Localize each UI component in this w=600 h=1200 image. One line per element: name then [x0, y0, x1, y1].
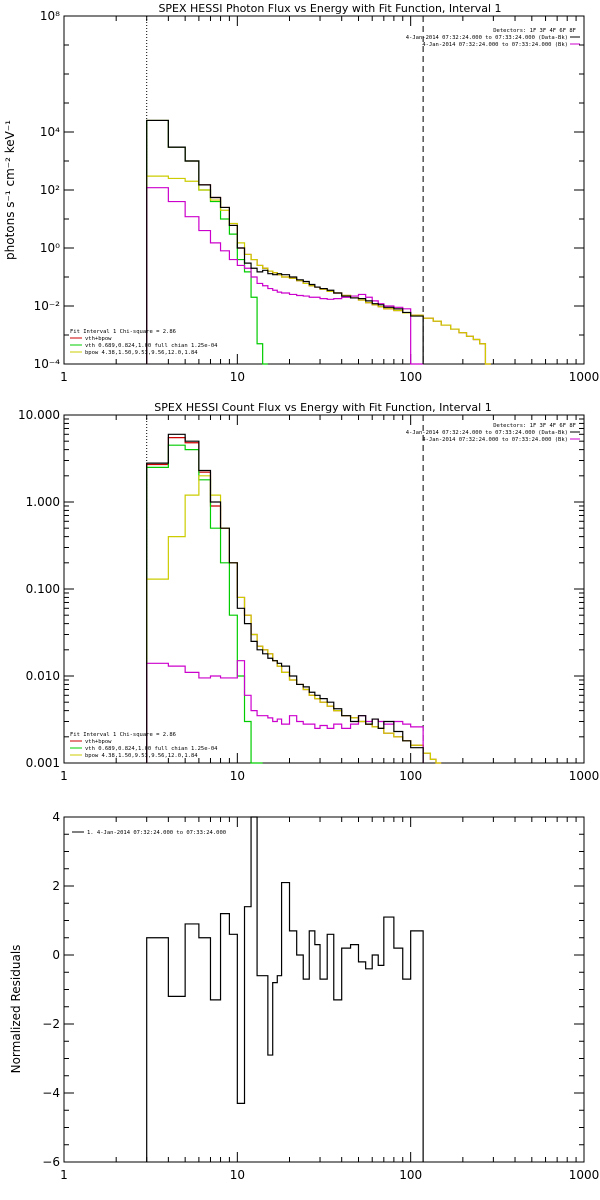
- count-legend-top-right: Detectors: 1F 3F 4F 6F 8F 4-Jan-2014 07:…: [406, 423, 580, 443]
- x-tick-label-1: 10: [230, 769, 245, 783]
- y-tick-label-5: 4: [52, 810, 60, 824]
- photon-legend-bk: 4-Jan-2014 07:32:24.000 to 07:33:24.000 …: [422, 42, 568, 48]
- y-tick-label-5: 10⁸: [40, 9, 60, 23]
- residual-ticks: 1 10 100 1000 −6 −4 −2 0 2 4: [42, 810, 599, 1182]
- count-legend-bk: 4-Jan-2014 07:32:24.000 to 07:33:24.000 …: [422, 437, 568, 443]
- y-tick-label-0: −6: [42, 1155, 60, 1169]
- photon-ticks: 1 10 100 1000 10⁻⁴ 10⁻² 10⁰ 10² 10⁴ 10⁸: [34, 9, 600, 384]
- x-tick-label-0: 1: [60, 370, 68, 384]
- series-data: [146, 119, 424, 364]
- y-tick-label-2: 0.100: [26, 582, 60, 596]
- photon-ylabel: photons s⁻¹ cm⁻² keV⁻¹: [3, 120, 17, 260]
- series-total: [146, 119, 491, 365]
- series-background: [146, 187, 424, 365]
- count-legend-bottom-left: Fit Interval 1 Chi-square = 2.86 vth+bpo…: [70, 732, 218, 759]
- photon-legend-fit: Fit Interval 1 Chi-square = 2.86: [70, 329, 176, 335]
- photon-legend-vth: vth 0.689,0.824,1.00 full chian 1.25e-04: [85, 343, 218, 349]
- photon-series: [146, 119, 491, 365]
- x-tick-label-3: 1000: [569, 769, 600, 783]
- count-series: [146, 433, 442, 764]
- x-tick-label-2: 100: [399, 769, 422, 783]
- count-legend-data-bk: 4-Jan-2014 07:32:24.000 to 07:33:24.000 …: [406, 430, 568, 436]
- series-bpow: [146, 175, 491, 365]
- photon-legend-total: vth+bpow: [85, 336, 112, 342]
- photon-legend-bottom-left: Fit Interval 1 Chi-square = 2.86 vth+bpo…: [70, 329, 218, 356]
- series-vth: [146, 119, 268, 365]
- count-panel: SPEX HESSI Count Flux vs Energy with Fit…: [18, 401, 599, 783]
- y-tick-label-1: 0.010: [26, 669, 60, 683]
- series-total: [146, 436, 442, 764]
- photon-vlines: [146, 16, 424, 364]
- count-legend-fit: Fit Interval 1 Chi-square = 2.86: [70, 732, 176, 738]
- y-tick-label-4: 10.000: [18, 408, 60, 422]
- photon-frame: [63, 15, 585, 365]
- count-legend-vth: vth 0.689,0.824,1.00 full chian 1.25e-04: [85, 746, 218, 752]
- series-vth: [146, 444, 263, 764]
- residual-ylabel: Normalized Residuals: [9, 945, 23, 1074]
- x-tick-label-2: 100: [399, 1168, 422, 1182]
- x-tick-label-3: 1000: [569, 1168, 600, 1182]
- y-tick-label-3: 10²: [40, 183, 60, 197]
- y-tick-label-0: 10⁻⁴: [34, 357, 61, 371]
- residual-panel: Normalized Residuals 1 10 100 1000 −6 −4 −2 0 2 4…: [9, 810, 599, 1182]
- count-title: SPEX HESSI Count Flux vs Energy with Fit…: [154, 401, 491, 414]
- residual-legend: 1. 4-Jan-2014 07:32:24.000 to 07:33:24.0…: [72, 830, 226, 836]
- y-tick-label-4: 10⁴: [40, 125, 60, 139]
- x-tick-label-3: 1000: [569, 370, 600, 384]
- count-vlines: [146, 415, 424, 763]
- x-tick-label-1: 10: [230, 370, 245, 384]
- y-tick-label-1: −4: [42, 1086, 60, 1100]
- y-tick-label-1: 10⁻²: [34, 299, 61, 313]
- count-legend-total: vth+bpow: [85, 739, 112, 745]
- photon-legend-data-bk: 4-Jan-2014 07:32:24.000 to 07:33:24.000 …: [406, 35, 568, 41]
- series-data: [146, 433, 424, 763]
- y-tick-label-2: 10⁰: [40, 241, 60, 255]
- y-tick-label-4: 2: [52, 879, 60, 893]
- y-tick-label-3: 1.000: [26, 495, 60, 509]
- count-ticks: 1 10 100 1000 0.001 0.010 0.100 1.000 10.000: [18, 408, 599, 783]
- photon-panel: SPEX HESSI Photon Flux vs Energy with Fi…: [3, 2, 599, 384]
- series-bpow: [146, 475, 442, 764]
- residual-frame: [63, 816, 585, 1163]
- count-legend-bpow: bpow 4.38,1.50,9.53,9.56,12.0,1.84: [85, 753, 198, 759]
- count-legend-detectors: Detectors: 1F 3F 4F 6F 8F: [493, 423, 576, 429]
- x-tick-label-1: 10: [230, 1168, 245, 1182]
- photon-legend-top-right: Detectors: 1F 3F 4F 6F 8F 4-Jan-2014 07:…: [406, 28, 580, 48]
- residual-series: [146, 816, 424, 1162]
- x-tick-label-0: 1: [60, 1168, 68, 1182]
- photon-legend-detectors: Detectors: 1F 3F 4F 6F 8F: [493, 28, 576, 34]
- series-data: [146, 816, 424, 1162]
- photon-title: SPEX HESSI Photon Flux vs Energy with Fi…: [158, 2, 501, 15]
- x-tick-label-0: 1: [60, 769, 68, 783]
- y-tick-label-0: 0.001: [26, 756, 60, 770]
- y-tick-label-2: −2: [42, 1017, 60, 1031]
- y-tick-label-3: 0: [52, 948, 60, 962]
- residual-legend-text: 1. 4-Jan-2014 07:32:24.000 to 07:33:24.0…: [87, 830, 226, 836]
- x-tick-label-2: 100: [399, 370, 422, 384]
- count-frame: [63, 414, 585, 764]
- photon-legend-bpow: bpow 4.38,1.50,9.53,9.56,12.0,1.84: [85, 350, 198, 356]
